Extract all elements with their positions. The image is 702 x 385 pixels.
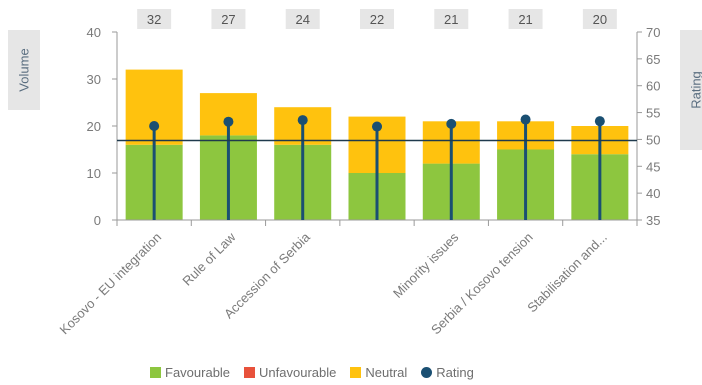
total-label-1: 27 — [221, 12, 235, 27]
y-tick-label-4: 40 — [87, 25, 101, 40]
total-label-bg-3 — [360, 9, 394, 29]
category-labels: Kosovo - EU integration Rule of LawAccess… — [57, 229, 610, 337]
y-axis-title-text: Volume — [16, 48, 32, 92]
rating-layer — [117, 114, 637, 220]
legend-swatch-rating — [421, 366, 433, 378]
total-label-5: 21 — [518, 12, 532, 27]
total-label-bg-0 — [137, 9, 172, 29]
total-label-bg-1 — [211, 9, 246, 29]
legend-swatch-unfavourable — [244, 366, 256, 378]
legend-label-rating: Rating — [436, 364, 474, 380]
total-label-2: 24 — [295, 12, 309, 27]
rating-point-1 — [223, 116, 234, 127]
category-label-0: Kosovo - EU integration — [57, 230, 165, 338]
y2-axis-title-text: Rating — [688, 71, 702, 109]
y2-tick-label-4: 55 — [646, 106, 660, 121]
rating-point-0 — [149, 121, 160, 131]
category-label-6: Stabilisation and... — [524, 230, 610, 316]
y2-tick-label-1: 40 — [646, 186, 660, 201]
rating-point-2 — [297, 115, 308, 126]
y2-tick-label-5: 60 — [646, 79, 660, 94]
rating-point-3 — [372, 121, 382, 132]
legend-label-favourable: Favourable — [165, 364, 231, 380]
legend-item-rating: Rating — [421, 365, 474, 380]
category-label-1: Rule of Law — [179, 229, 239, 289]
y-tick-label-1: 10 — [87, 166, 101, 181]
total-label-3: 22 — [370, 12, 384, 27]
rating-point-4 — [446, 118, 457, 129]
legend-item-favourable: Favourable — [150, 365, 230, 380]
y-tick-label-0: 0 — [94, 213, 101, 228]
y-tick-label-3: 30 — [87, 72, 101, 87]
legend-label-unfavourable: Unfavourable — [259, 364, 337, 380]
total-label-4: 21 — [444, 12, 458, 27]
y2-tick-label-2: 45 — [646, 159, 660, 174]
total-label-bg-5 — [508, 9, 543, 29]
legend-swatch-favourable — [150, 366, 161, 378]
legend: Favourable Unfavourable Neutral Rating — [150, 362, 474, 382]
legend-item-unfavourable: Unfavourable — [244, 365, 336, 380]
y2-tick-label-7: 70 — [646, 25, 660, 40]
rating-point-5 — [520, 114, 531, 125]
category-label-4: Minority issues — [390, 229, 462, 301]
total-label-bg-4 — [434, 9, 469, 29]
legend-label-neutral: Neutral — [365, 364, 408, 380]
y2-axis-title: Rating — [680, 30, 702, 150]
y-tick-label-2: 20 — [87, 119, 101, 134]
total-label-6: 20 — [593, 12, 607, 27]
totals-layer: 32 27 24 22 21 21 20 — [137, 9, 617, 29]
y-axis-title: Volume — [8, 30, 40, 110]
total-label-bg-2 — [285, 9, 320, 29]
total-label-bg-6 — [582, 9, 617, 29]
total-label-0: 32 — [147, 12, 161, 27]
y2-tick-label-3: 50 — [646, 132, 660, 147]
y2-tick-label-6: 65 — [646, 52, 660, 67]
rating-point-6 — [594, 116, 605, 127]
y2-tick-label-0: 35 — [646, 213, 660, 228]
legend-item-neutral: Neutral — [350, 365, 407, 380]
legend-swatch-neutral — [350, 366, 362, 378]
